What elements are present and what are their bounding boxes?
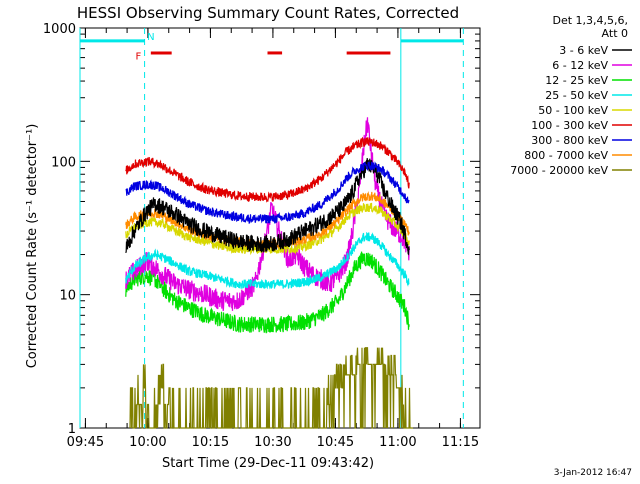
series-12-25keV xyxy=(125,251,410,334)
x-tick-label: 10:15 xyxy=(192,435,229,450)
series-25-50keV xyxy=(125,231,410,290)
series-6-12keV xyxy=(125,117,410,312)
legend-label: 50 - 100 keV xyxy=(538,104,608,117)
series-100-300keV xyxy=(125,136,410,203)
legend-header: Att 0 xyxy=(602,27,628,40)
legend-label: 100 - 300 keV xyxy=(531,119,608,132)
x-tick-label: 11:15 xyxy=(442,435,479,450)
x-tick-label: 11:00 xyxy=(379,435,416,450)
legend-header: Det 1,3,4,5,6, xyxy=(552,14,628,27)
plot-area: 1 10 100 1000 09:45 10:00 10:15 10:30 10:45 11:00… xyxy=(43,22,481,450)
legend: Det 1,3,4,5,6,Att 0 3 - 6 keV 6 - 12 keV 12… xyxy=(510,14,632,177)
legend-label: 7000 - 20000 keV xyxy=(510,164,608,177)
y-axis-label-group: Corrected Count Rate (s⁻¹ detector⁻¹) xyxy=(25,124,40,369)
legend-label: 3 - 6 keV xyxy=(559,44,608,57)
date-stamp: 3-Jan-2012 16:47 xyxy=(554,468,632,478)
x-tick-label: 09:45 xyxy=(67,435,104,450)
y-tick-label: 1 xyxy=(68,422,76,437)
series-300-800keV xyxy=(125,160,410,225)
series-7000-20000keV xyxy=(129,347,413,429)
x-tick-label: 10:45 xyxy=(317,435,354,450)
x-axis-label: Start Time (29-Dec-11 09:43:42) xyxy=(162,456,374,471)
y-tick-label: 1000 xyxy=(43,22,76,37)
legend-label: 6 - 12 keV xyxy=(552,59,608,72)
chart-title: HESSI Observing Summary Count Rates, Cor… xyxy=(77,4,459,22)
legend-label: 25 - 50 keV xyxy=(545,89,608,102)
x-tick-label: 10:00 xyxy=(129,435,166,450)
y-tick-label: 100 xyxy=(51,155,76,170)
y-tick-label: 10 xyxy=(59,289,76,304)
y-axis-label: Corrected Count Rate (s⁻¹ detector⁻¹) xyxy=(25,124,40,369)
legend-label: 800 - 7000 keV xyxy=(524,149,608,162)
x-tick-label: 10:30 xyxy=(254,435,291,450)
flag-annotation: N xyxy=(147,32,154,43)
legend-label: 300 - 800 keV xyxy=(531,134,608,147)
flag-annotation: F xyxy=(135,52,141,63)
legend-label: 12 - 25 keV xyxy=(545,74,608,87)
